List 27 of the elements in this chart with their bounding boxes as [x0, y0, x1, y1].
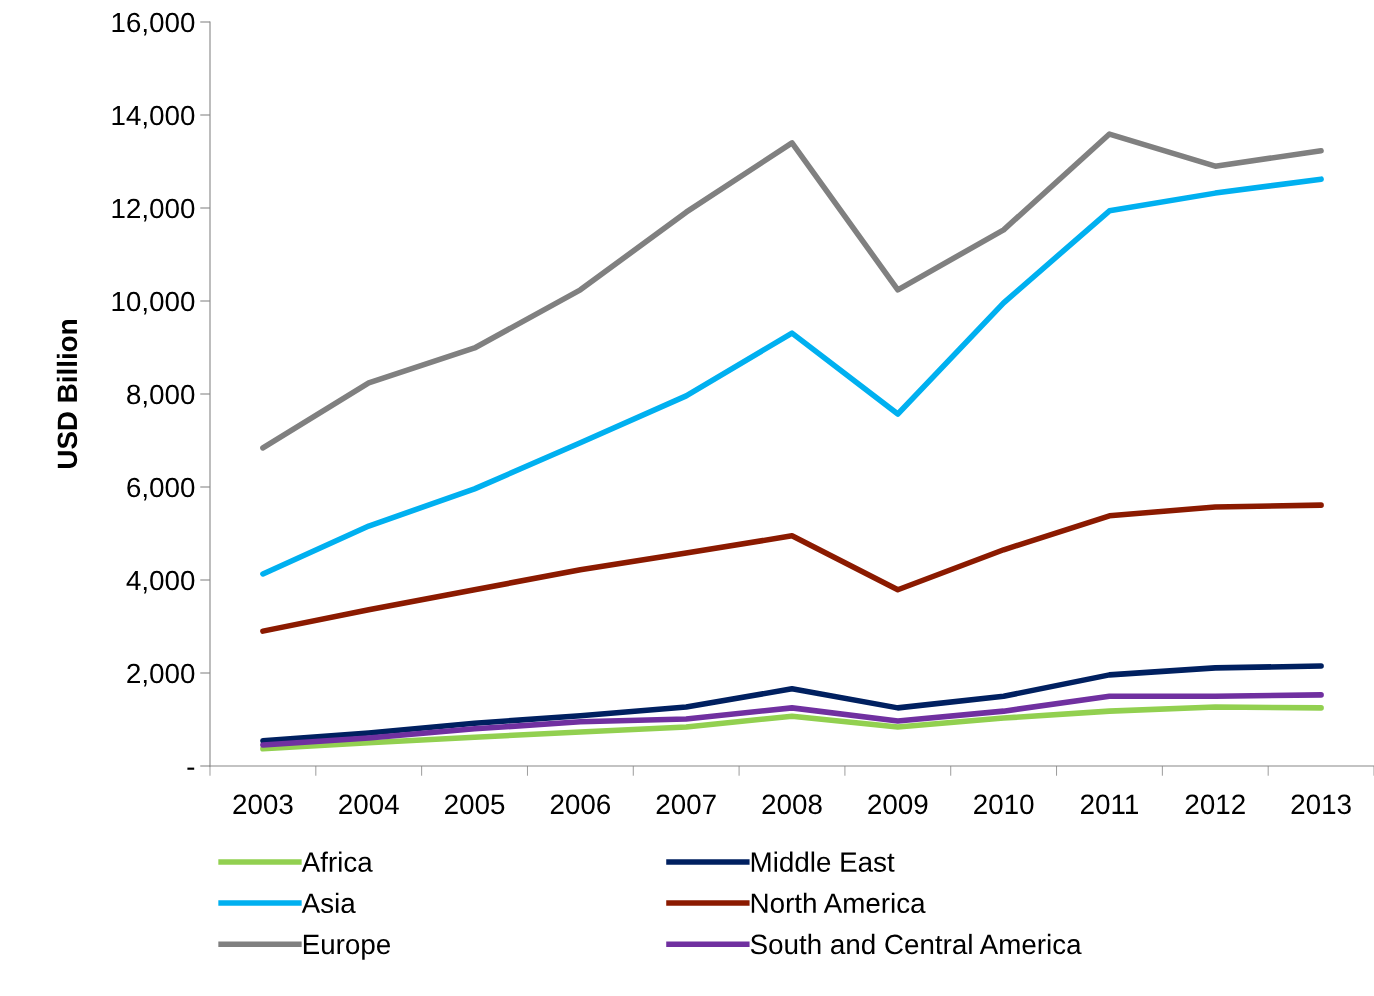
legend-label: Europe: [303, 934, 390, 960]
y-tick-label: -: [187, 767, 195, 770]
y-tick-label: 4,000: [126, 570, 195, 594]
x-tick-label: 2008: [762, 794, 822, 815]
legend-label: South and Central America: [750, 933, 1082, 955]
legend-label: Asia: [301, 892, 356, 914]
legend-label: Africa: [301, 851, 373, 872]
x-tick-label: 2003: [233, 794, 293, 815]
x-tick-label: 2004: [339, 794, 399, 815]
x-tick-label: 2010: [974, 794, 1034, 815]
x-tick-label: 2005: [445, 794, 505, 815]
y-tick-label: 10,000: [112, 291, 195, 315]
y-tick-label: 16,000: [112, 12, 195, 36]
y-tick-label: 6,000: [127, 477, 195, 501]
y-tick-label: 8,000: [127, 384, 195, 408]
y-tick-label: 12,000: [112, 198, 195, 222]
y-tick-label: 14,000: [112, 105, 195, 129]
x-tick-label: 2007: [656, 794, 716, 815]
x-tick-label: 2012: [1185, 794, 1245, 815]
y-tick-label: 2,000: [127, 663, 195, 687]
y-axis-title: USD Billion: [56, 320, 78, 468]
x-tick-label: 2013: [1291, 794, 1351, 815]
legend-label: North America: [751, 892, 926, 914]
x-tick-label: 2009: [868, 794, 928, 815]
legend-label: Middle East: [751, 851, 895, 872]
x-tick-label: 2011: [1080, 794, 1138, 815]
x-tick-label: 2006: [550, 794, 611, 815]
